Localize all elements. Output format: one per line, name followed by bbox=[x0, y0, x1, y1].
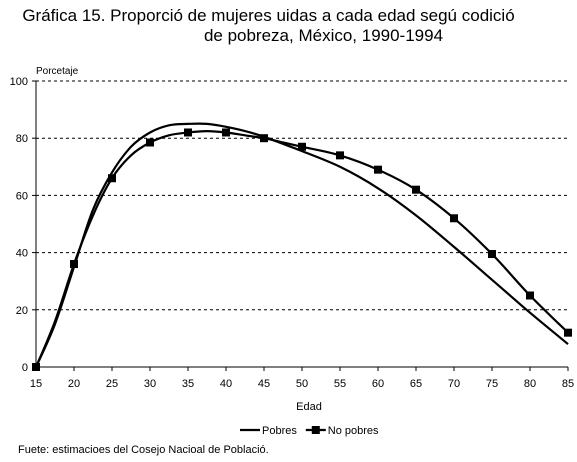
data-point-no-pobres-70 bbox=[450, 214, 458, 223]
legend-label-pobres: Pobres bbox=[262, 425, 297, 437]
x-tick-label-15: 15 bbox=[30, 378, 42, 390]
data-point-no-pobres-50 bbox=[298, 142, 306, 151]
y-tick-label-80: 80 bbox=[16, 133, 28, 145]
data-point-no-pobres-45 bbox=[260, 134, 268, 143]
data-point-no-pobres-65 bbox=[412, 185, 420, 194]
chart-title-line-2: de pobreza, México, 1990-1994 bbox=[203, 26, 444, 45]
x-tick-label-75: 75 bbox=[486, 378, 498, 390]
y-tick-label-60: 60 bbox=[16, 190, 28, 202]
x-tick-label-35: 35 bbox=[182, 378, 194, 390]
x-tick-label-80: 80 bbox=[524, 378, 536, 390]
x-axis-label: Edad bbox=[296, 401, 322, 413]
data-point-no-pobres-30 bbox=[146, 138, 154, 147]
data-point-no-pobres-25 bbox=[108, 174, 116, 183]
x-tick-label-30: 30 bbox=[144, 378, 156, 390]
data-point-no-pobres-85 bbox=[564, 328, 572, 337]
x-tick-label-60: 60 bbox=[372, 378, 384, 390]
x-tick-label-85: 85 bbox=[562, 378, 574, 390]
data-point-no-pobres-15 bbox=[32, 363, 40, 371]
y-tick-label-40: 40 bbox=[16, 248, 28, 260]
data-point-no-pobres-55 bbox=[336, 151, 344, 160]
chart-title-line-1: Gráfica 15. Proporció de mujeres uidas a… bbox=[22, 6, 515, 25]
series-line-pobres bbox=[34, 122, 569, 368]
x-tick-label-70: 70 bbox=[448, 378, 460, 390]
x-tick-label-40: 40 bbox=[220, 378, 232, 390]
data-point-no-pobres-75 bbox=[488, 250, 496, 259]
chart-title: Gráfica 15. Proporció de mujeres uidas a… bbox=[0, 6, 577, 46]
y-tick-label-100: 100 bbox=[10, 76, 28, 88]
series-line-no-pobres bbox=[34, 129, 569, 368]
x-tick-label-65: 65 bbox=[410, 378, 422, 390]
source-note: Fuete: estimacioes del Cosejo Nacioal de… bbox=[18, 444, 269, 456]
x-tick-label-50: 50 bbox=[296, 378, 308, 390]
data-point-no-pobres-20 bbox=[70, 260, 78, 269]
legend-label-no-pobres: No pobres bbox=[328, 425, 379, 437]
data-point-no-pobres-40 bbox=[222, 128, 230, 137]
x-tick-label-55: 55 bbox=[334, 378, 346, 390]
data-point-no-pobres-35 bbox=[184, 128, 192, 137]
data-point-no-pobres-60 bbox=[374, 165, 382, 174]
y-axis-label: Porcetaje bbox=[36, 66, 79, 77]
legend-marker-no-pobres bbox=[311, 426, 320, 434]
y-tick-label-0: 0 bbox=[22, 362, 28, 374]
data-point-no-pobres-80 bbox=[526, 291, 534, 300]
x-tick-label-45: 45 bbox=[258, 378, 270, 390]
x-tick-label-25: 25 bbox=[106, 378, 118, 390]
x-tick-label-20: 20 bbox=[68, 378, 80, 390]
y-tick-label-20: 20 bbox=[16, 305, 28, 317]
